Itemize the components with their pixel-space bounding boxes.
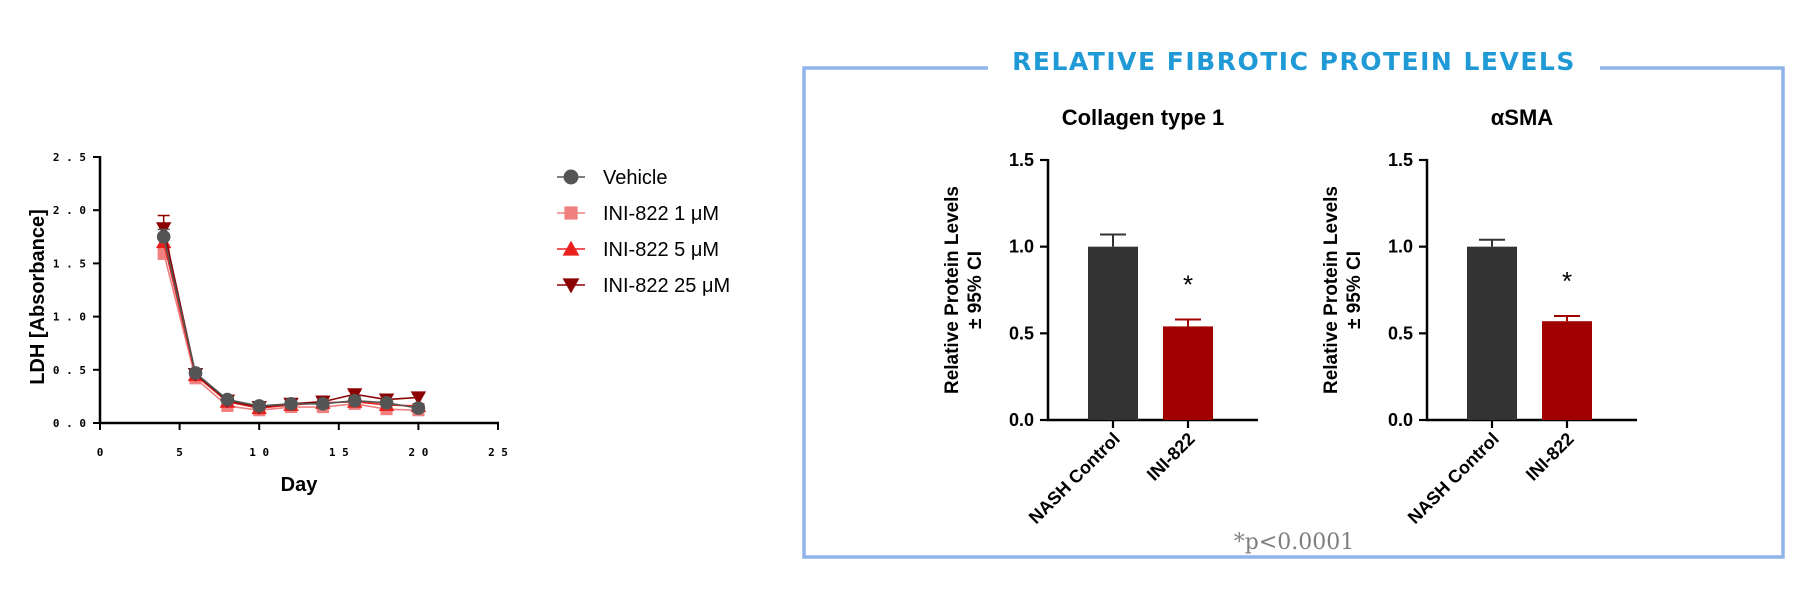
- ldh-y-tick-label: 0 . 0: [53, 417, 86, 430]
- asma-title: αSMA: [1491, 105, 1554, 130]
- ldh-x-tick-label: 2 0: [408, 446, 428, 459]
- fibrotic-panel: RELATIVE FIBROTIC PROTEIN LEVELS *p<0.00…: [802, 47, 1785, 559]
- ldh-point: [284, 397, 298, 411]
- asma-y-axis-label-line: Relative Protein Levels: [1321, 186, 1342, 394]
- legend-label: INI-822 5 μM: [603, 239, 719, 261]
- collagen-y-tick-label: 1.5: [1009, 150, 1034, 170]
- collagen-y-axis-label-line: ± 95% CI: [965, 251, 986, 329]
- collagen-x-tick-label: INI-822: [1143, 429, 1199, 485]
- legend-marker: [562, 240, 580, 256]
- collagen-y-axis-label-line: Relative Protein Levels: [942, 186, 963, 394]
- collagen-y-axis-label: Relative Protein Levels ± 95% CI: [942, 186, 986, 394]
- legend-label: Vehicle: [603, 167, 668, 189]
- asma-y-tick-label: 0.0: [1388, 410, 1413, 430]
- ldh-y-tick-label: 2 . 0: [53, 204, 86, 217]
- legend-label: INI-822 1 μM: [603, 203, 719, 225]
- collagen-bar: [1163, 326, 1213, 420]
- ldh-series: [155, 214, 427, 417]
- collagen-x-tick-label: NASH Control: [1025, 429, 1124, 528]
- collagen-y-tick-label: 0.0: [1009, 410, 1034, 430]
- asma-bar: [1542, 321, 1592, 420]
- legend-marker: [564, 206, 578, 220]
- ldh-series-2: [155, 232, 427, 415]
- ldh-x-axis-label: Day: [281, 474, 319, 496]
- collagen-significance-star: *: [1183, 269, 1193, 299]
- ldh-series-line: [162, 252, 419, 412]
- ldh-point: [252, 399, 267, 413]
- legend-marker: [562, 278, 580, 294]
- asma-y-tick-label: 0.5: [1388, 323, 1413, 343]
- ldh-point: [410, 391, 427, 406]
- ldh-x-tick-label: 1 0: [249, 446, 269, 459]
- ldh-point: [411, 401, 426, 415]
- asma-y-tick-label: 1.5: [1388, 150, 1413, 170]
- ldh-point: [347, 393, 362, 408]
- ldh-y-tick-label: 1 . 0: [53, 311, 86, 324]
- ldh-legend: Vehicle INI-822 1 μM INI-822 5 μM INI-822 2…: [557, 167, 730, 297]
- legend-label: INI-822 25 μM: [603, 275, 730, 297]
- ldh-y-axis-label: LDH [Absorbance]: [27, 209, 49, 385]
- ldh-x-tick-label: 0: [97, 446, 104, 459]
- ldh-series-1: [157, 246, 425, 417]
- panel-title: RELATIVE FIBROTIC PROTEIN LEVELS: [1012, 47, 1576, 76]
- collagen-y-tick-label: 0.5: [1009, 323, 1034, 343]
- ldh-axes: 0 . 0 0 . 5 1 . 0 1 . 5 2 . 0 2 . 5 0 5 1 0 1 5 2 …: [53, 151, 508, 459]
- collagen-y-tick-label: 1.0: [1009, 237, 1034, 257]
- asma-y-axis-label: Relative Protein Levels ± 95% CI: [1321, 186, 1365, 394]
- ldh-series-line: [162, 236, 419, 409]
- panel-title-gap: [988, 52, 1600, 86]
- ldh-point: [316, 397, 330, 411]
- ldh-series-0: [156, 228, 426, 415]
- asma-x-tick-label: NASH Control: [1404, 429, 1503, 528]
- ldh-series-line: [162, 228, 419, 408]
- legend-marker: [563, 169, 579, 185]
- collagen-bar: [1088, 246, 1138, 420]
- ldh-y-tick-label: 1 . 5: [53, 257, 86, 270]
- ldh-y-tick-label: 2 . 5: [53, 151, 86, 164]
- collagen-title: Collagen type 1: [1062, 105, 1225, 130]
- ldh-point: [220, 392, 235, 407]
- asma-bar: [1467, 246, 1517, 420]
- asma-x-tick-label: INI-822: [1522, 429, 1578, 485]
- asma-bar-chart: αSMA 0.0 0.5 1.0 1.5 Relative Protein Levels ±…: [1321, 105, 1637, 528]
- ldh-point: [379, 395, 394, 410]
- asma-y-axis-label-line: ± 95% CI: [1344, 251, 1365, 329]
- ldh-point: [156, 229, 171, 244]
- ldh-line-chart: 0 . 0 0 . 5 1 . 0 1 . 5 2 . 0 2 . 5 0 5 1 0 1 5 2 …: [27, 151, 730, 496]
- ldh-series-3: [155, 214, 427, 415]
- ldh-x-tick-label: 2 5: [488, 446, 508, 459]
- asma-y-tick-label: 1.0: [1388, 237, 1413, 257]
- ldh-x-tick-label: 1 5: [329, 446, 349, 459]
- asma-significance-star: *: [1562, 266, 1572, 296]
- ldh-y-tick-label: 0 . 5: [53, 364, 86, 377]
- significance-footnote: *p<0.0001: [1234, 530, 1355, 555]
- collagen-bar-chart: Collagen type 1 0.0 0.5 1.0 1.5 Relative Prot…: [942, 105, 1258, 528]
- ldh-x-tick-label: 5: [176, 446, 183, 459]
- ldh-point: [188, 366, 203, 380]
